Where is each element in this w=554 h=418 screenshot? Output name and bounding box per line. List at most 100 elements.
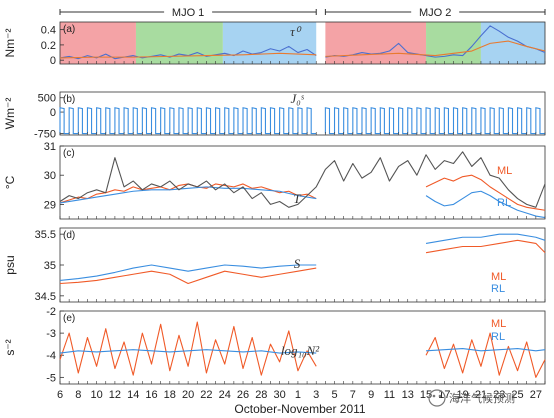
y-tick-label: 29 [44, 199, 56, 211]
series-legend-label: ML [491, 271, 506, 283]
y-tick-label: -2 [46, 306, 56, 318]
x-tick-label: 18 [164, 389, 176, 401]
x-tick-label: 3 [313, 389, 319, 401]
series-line [59, 186, 317, 204]
y-axis-label: °C [3, 175, 17, 189]
x-tick-label: 21 [475, 389, 487, 401]
series-line [59, 349, 317, 354]
phase-shading [60, 22, 545, 64]
panel-frame [59, 21, 546, 65]
x-tick-label: 7 [350, 389, 356, 401]
series-legend-label: ML [497, 165, 512, 177]
x-tick-label: 20 [182, 389, 194, 401]
series-line [59, 321, 317, 376]
panel-label: (c) [63, 148, 75, 159]
y-axis-label: psu [3, 255, 17, 274]
wechat-icon [428, 389, 446, 407]
y-tick-label: 35 [44, 260, 56, 272]
watermark: 海洋气候预测 [428, 389, 515, 407]
y-tick-label: 34.5 [35, 291, 56, 303]
series-line [425, 190, 546, 219]
series-legend-label: RL [491, 283, 505, 295]
y-axis-label: s⁻² [3, 339, 17, 355]
panel-variable-label: τ⁰ [290, 24, 302, 39]
watermark-text: 海洋气候预测 [449, 391, 515, 405]
panel-label: (b) [63, 94, 75, 105]
series-legend-label: ML [491, 318, 506, 330]
panel-label: (d) [63, 230, 75, 241]
x-tick-label: 11 [384, 389, 395, 401]
series-line [59, 151, 546, 208]
panel-variable-label: J₀ˢ [290, 91, 304, 106]
x-tick-label: 26 [237, 389, 249, 401]
series-legend-label: RL [497, 197, 511, 209]
y-tick-label: 35.5 [35, 229, 56, 241]
series-line [425, 332, 546, 378]
y-tick-label: -3 [46, 328, 56, 340]
series-line [425, 233, 546, 244]
panel-variable-label: T [293, 191, 301, 206]
panel-c: 31 30 29 °C (c) T ML RL [3, 141, 546, 220]
panels: 0.4 0.2 0 Nm⁻² (a) τ⁰ 500 0 -750 Wm⁻² (b) J₀ˢ 31 30 29… [3, 21, 546, 385]
y-tick-label: -4 [46, 350, 56, 362]
x-tick-label: 24 [219, 389, 231, 401]
series-line [325, 25, 546, 58]
y-axis-label: Wm⁻² [3, 98, 17, 130]
x-tick-label: 25 [511, 389, 523, 401]
y-tick-label: 0.4 [41, 25, 56, 37]
y-tick-label: 500 [38, 93, 56, 105]
x-tick-label: 15 [420, 389, 432, 401]
mjo-label: MJO 1 [172, 7, 204, 19]
series-line [59, 183, 317, 204]
y-axis-label: Nm⁻² [3, 29, 17, 58]
x-tick-label: 19 [457, 389, 469, 401]
wechat-icon-dot [438, 394, 442, 398]
panel-label: (e) [63, 313, 75, 324]
series-line [426, 348, 546, 352]
series-line [425, 174, 546, 211]
phase-band [426, 22, 481, 64]
x-tick-label: 27 [530, 389, 542, 401]
x-tick-label: 8 [75, 389, 81, 401]
x-tick-label: 23 [493, 389, 505, 401]
x-tick-label: 22 [200, 389, 212, 401]
y-tick-label: 0 [50, 55, 56, 67]
x-tick-label: 10 [90, 389, 102, 401]
x-tick-label: 9 [368, 389, 374, 401]
mjo-label-bg [164, 5, 213, 18]
x-tick-label: 13 [402, 389, 414, 401]
series-line [59, 264, 317, 281]
y-tick-label: 0 [50, 107, 56, 119]
x-tick-label: 14 [127, 389, 139, 401]
mjo-brackets: MJO 1 MJO 2 [59, 5, 546, 19]
mjo-label-bg [411, 5, 460, 18]
x-tick-label: 30 [273, 389, 285, 401]
panel-variable-label: log₁₀N² [281, 343, 320, 358]
y-tick-label: -750 [34, 129, 56, 141]
panel-frame [59, 145, 546, 220]
series-line [425, 239, 546, 254]
x-tick-label: 12 [109, 389, 121, 401]
panel-frame [59, 310, 546, 385]
x-tick-label: 6 [57, 389, 63, 401]
y-tick-label: -5 [46, 372, 56, 384]
mjo-label: MJO 2 [419, 7, 451, 19]
series-line [59, 107, 545, 135]
phase-band [222, 22, 317, 64]
panel-variable-label: S [294, 256, 301, 271]
y-tick-label: 0.2 [41, 40, 56, 52]
y-tick-label: 30 [44, 170, 56, 182]
x-tick-label: 16 [145, 389, 157, 401]
panel-b: 500 0 -750 Wm⁻² (b) J₀ˢ [3, 91, 546, 141]
x-tick-label: 28 [255, 389, 267, 401]
x-axis-label: October-November 2011 [234, 402, 366, 416]
series-line [59, 52, 317, 59]
x-tick-label: 5 [331, 389, 337, 401]
panel-label: (a) [63, 24, 75, 35]
phase-band [325, 22, 427, 64]
panel-a: 0.4 0.2 0 Nm⁻² (a) τ⁰ [3, 21, 546, 67]
series-line [325, 40, 546, 57]
